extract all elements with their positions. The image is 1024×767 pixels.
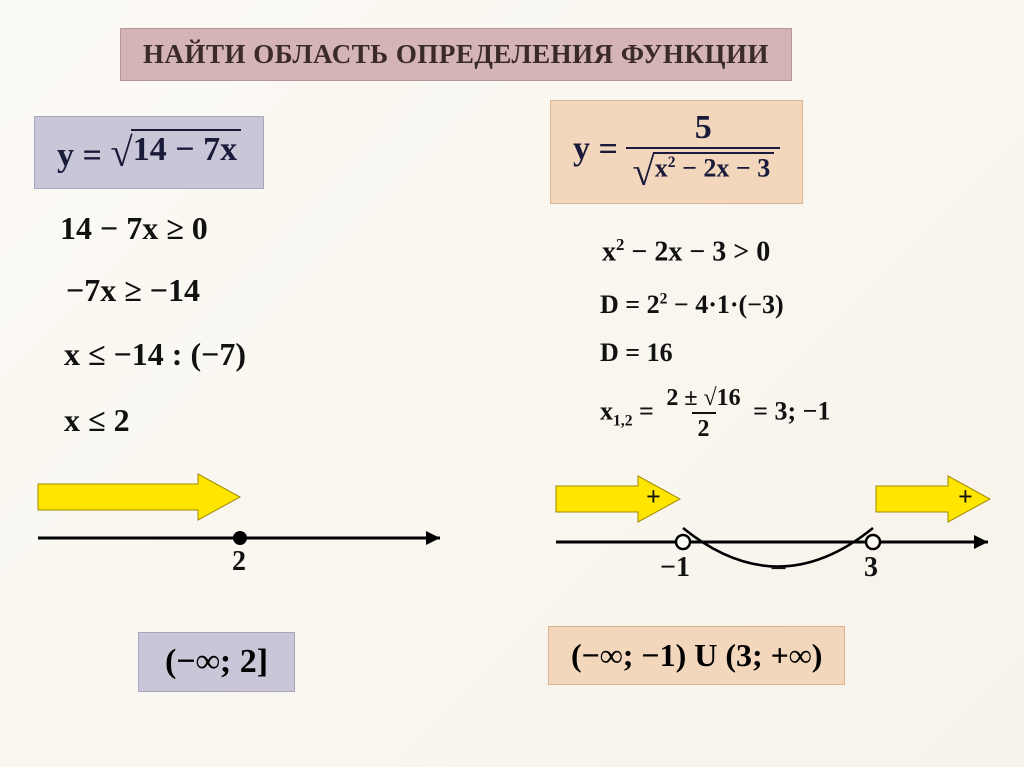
eq-left-prefix: y =: [57, 137, 110, 174]
right-step-d1: D = 22 − 4·1·(−3): [600, 290, 784, 320]
roots-num: 2 ± √16: [660, 386, 746, 412]
tick-label-neg1: −1: [660, 552, 690, 584]
numberline-left: 2: [30, 468, 470, 618]
roots-sub: 1,2: [613, 413, 633, 430]
right-step-1: х2 − 2х − 3 > 0: [602, 235, 770, 268]
left-step-2: −7х ≥ −14: [66, 272, 200, 309]
minus-center: −: [770, 552, 787, 586]
equation-box-right: y = 5 √х2 − 2х − 3: [550, 100, 803, 204]
fraction-right: 5 √х2 − 2х − 3: [626, 111, 780, 193]
radicand-left: 14 − 7x: [133, 131, 237, 168]
arrow-left-icon: [38, 474, 240, 520]
left-step-3: х ≤ −14 : (−7): [64, 336, 246, 373]
left-step-1: 14 − 7х ≥ 0: [60, 210, 208, 247]
numerator-right: 5: [689, 111, 718, 147]
numberline-right-svg: [548, 470, 1008, 625]
page-title: НАЙТИ ОБЛАСТЬ ОПРЕДЕЛЕНИЯ ФУНКЦИИ: [120, 28, 792, 81]
tick-label-2: 2: [232, 546, 246, 578]
arrow-right-a-icon: [556, 476, 680, 522]
roots-den: 2: [692, 412, 716, 441]
answer-left: (−∞; 2]: [138, 632, 295, 692]
plus-right: +: [958, 482, 973, 512]
right-step-d2: D = 16: [600, 338, 673, 368]
right-step-roots: х1,2 = 2 ± √16 2 = 3; −1: [600, 386, 830, 441]
roots-eq: =: [633, 396, 661, 425]
open-point-left-icon: [676, 535, 690, 549]
roots-suffix: = 3; −1: [747, 396, 831, 425]
left-step-4: х ≤ 2: [64, 402, 130, 439]
answer-right: (−∞; −1) U (3; +∞): [548, 626, 845, 685]
numberline-left-svg: [30, 468, 470, 618]
equation-box-left: y = √14 − 7x: [34, 116, 264, 189]
point-filled-icon: [233, 531, 247, 545]
tick-label-3: 3: [864, 552, 878, 584]
axis-arrowhead-r-icon: [974, 535, 988, 549]
sqrt-left: √14 − 7x: [110, 129, 241, 176]
eq-right-prefix: y =: [573, 131, 626, 168]
open-point-right-icon: [866, 535, 880, 549]
arrow-right-b-icon: [876, 476, 990, 522]
roots-x: х: [600, 396, 613, 425]
den-radicand: х2 − 2х − 3: [653, 152, 774, 183]
denominator-right: √х2 − 2х − 3: [626, 147, 780, 193]
axis-arrowhead-icon: [426, 531, 440, 545]
roots-frac: 2 ± √16 2: [660, 386, 746, 441]
plus-left: +: [646, 482, 661, 512]
numberline-right: + + − −1 3: [548, 470, 1008, 625]
